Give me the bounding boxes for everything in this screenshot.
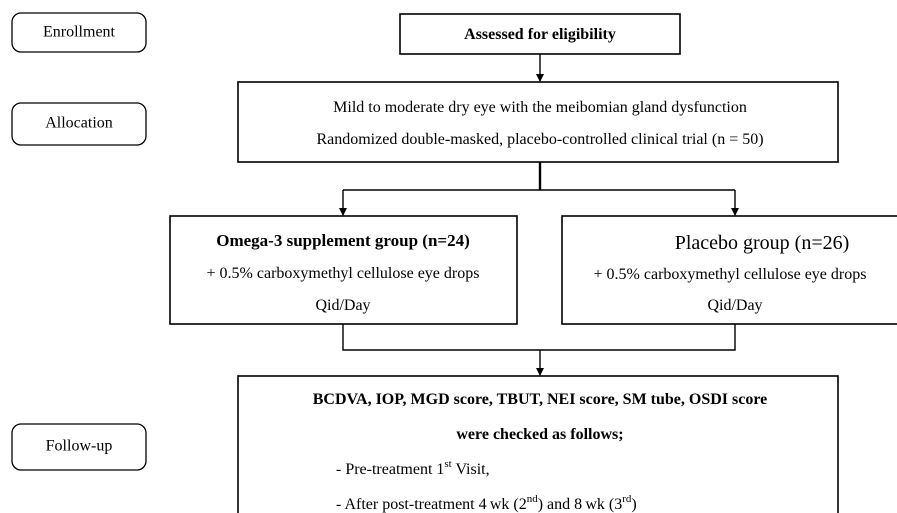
text-run: ) and 8 wk (3 bbox=[538, 496, 623, 513]
node-text: - After post-treatment 4 wk (2nd) and 8 … bbox=[336, 493, 637, 513]
connector bbox=[342, 324, 736, 351]
text-run: Qid/Day bbox=[707, 297, 762, 314]
stage-box bbox=[11, 102, 147, 146]
node-text: BCDVA, IOP, MGD score, TBUT, NEI score, … bbox=[313, 391, 768, 408]
text-run: Qid/Day bbox=[315, 297, 370, 314]
node-text: Placebo group (n=26) bbox=[675, 232, 850, 254]
text-run: BCDVA, IOP, MGD score, TBUT, NEI score, … bbox=[313, 391, 768, 408]
text-run: ) bbox=[631, 496, 636, 513]
text-run: - Pre-treatment 1 bbox=[336, 461, 444, 478]
node-text: Mild to moderate dry eye with the meibom… bbox=[333, 99, 747, 116]
text-run: - After post-treatment 4 wk (2 bbox=[336, 496, 527, 513]
text-run: Mild to moderate dry eye with the meibom… bbox=[333, 99, 747, 116]
text-run: Assessed for eligibility bbox=[464, 26, 616, 43]
text-run: Randomized double-masked, placebo-contro… bbox=[316, 131, 763, 148]
superscript: rd bbox=[622, 493, 632, 505]
stage-label: Follow-up bbox=[46, 438, 113, 455]
node-text: Qid/Day bbox=[707, 297, 762, 314]
text-run: Omega-3 supplement group (n=24) bbox=[216, 231, 470, 250]
node-text: Assessed for eligibility bbox=[464, 26, 616, 43]
stage-label: Enrollment bbox=[43, 24, 116, 41]
text-run: Placebo group (n=26) bbox=[675, 232, 850, 254]
text-run: were checked as follows; bbox=[456, 426, 623, 443]
stage-box bbox=[11, 12, 147, 53]
text-run: + 0.5% carboxymethyl cellulose eye drops bbox=[594, 266, 867, 283]
node-box bbox=[561, 215, 897, 325]
superscript: st bbox=[444, 458, 451, 470]
node-text: + 0.5% carboxymethyl cellulose eye drops bbox=[207, 265, 480, 282]
node-box bbox=[237, 375, 839, 513]
text-run: Visit, bbox=[452, 461, 490, 478]
node-text: - Pre-treatment 1st Visit, bbox=[336, 458, 490, 478]
node-text: + 0.5% carboxymethyl cellulose eye drops bbox=[594, 266, 867, 283]
stage-box bbox=[11, 423, 147, 471]
superscript: nd bbox=[527, 493, 539, 505]
node-text: Omega-3 supplement group (n=24) bbox=[216, 231, 470, 250]
node-text: Qid/Day bbox=[315, 297, 370, 314]
node-text: were checked as follows; bbox=[456, 426, 623, 443]
stage-label: Allocation bbox=[45, 115, 113, 132]
node-box bbox=[237, 81, 839, 163]
node-box bbox=[399, 13, 681, 55]
node-text: Randomized double-masked, placebo-contro… bbox=[316, 131, 763, 148]
node-box bbox=[169, 215, 518, 325]
text-run: + 0.5% carboxymethyl cellulose eye drops bbox=[207, 265, 480, 282]
